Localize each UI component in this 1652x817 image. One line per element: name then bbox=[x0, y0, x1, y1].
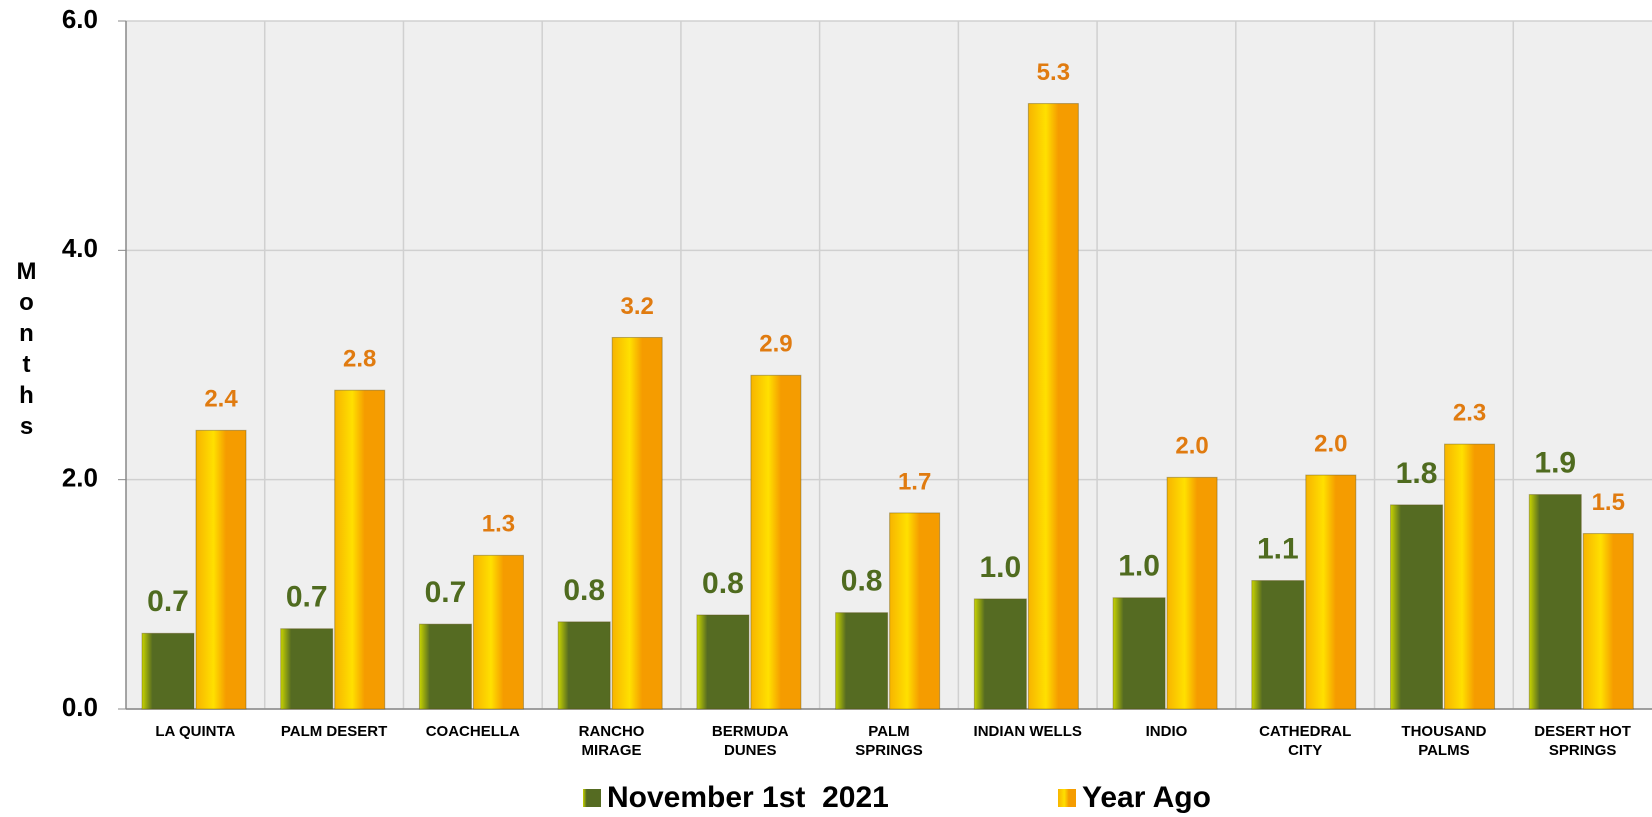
value-label: 0.7 bbox=[425, 576, 467, 609]
legend-label: Year Ago bbox=[1082, 781, 1211, 814]
value-label: 0.8 bbox=[563, 574, 605, 607]
x-tick-label: THOUSAND PALMS bbox=[1401, 723, 1487, 759]
value-label: 0.8 bbox=[702, 567, 744, 600]
legend-swatch bbox=[1058, 789, 1076, 807]
bar bbox=[611, 336, 663, 710]
bar bbox=[280, 628, 334, 710]
x-tick-label: RANCHO MIRAGE bbox=[578, 723, 645, 759]
value-label: 0.7 bbox=[147, 585, 189, 618]
y-axis-label: Months bbox=[13, 258, 40, 444]
x-tick-label: DESERT HOT SPRINGS bbox=[1534, 723, 1631, 759]
bar bbox=[1390, 504, 1444, 710]
y-tick-label: 4.0 bbox=[62, 233, 98, 263]
x-tick-label: PALM SPRINGS bbox=[855, 723, 923, 759]
bar bbox=[418, 623, 472, 710]
y-tick-label: 2.0 bbox=[62, 463, 98, 493]
x-tick-label: BERMUDA DUNES bbox=[711, 723, 789, 759]
bar bbox=[1528, 494, 1582, 710]
value-label: 2.3 bbox=[1453, 399, 1486, 426]
value-label: 1.1 bbox=[1257, 532, 1299, 565]
bar bbox=[557, 621, 611, 710]
bar bbox=[973, 598, 1027, 710]
value-label: 2.0 bbox=[1175, 433, 1208, 460]
bar bbox=[1582, 533, 1634, 710]
x-tick-label: LA QUINTA bbox=[155, 723, 236, 740]
x-tick-label: CATHEDRAL CITY bbox=[1259, 723, 1352, 759]
bar bbox=[334, 389, 386, 710]
bar bbox=[1166, 476, 1218, 710]
x-tick-label: COACHELLA bbox=[425, 723, 520, 740]
value-label: 1.8 bbox=[1396, 457, 1438, 490]
bar bbox=[1112, 597, 1166, 710]
value-label: 1.0 bbox=[980, 551, 1022, 584]
x-tick-label: PALM DESERT bbox=[280, 723, 388, 740]
legend-label: November 1st 2021 bbox=[607, 781, 889, 814]
legend-swatch bbox=[583, 789, 601, 807]
bar bbox=[1027, 103, 1079, 710]
value-label: 1.7 bbox=[898, 468, 931, 495]
value-label: 1.5 bbox=[1592, 489, 1625, 516]
value-label: 5.3 bbox=[1037, 59, 1070, 86]
bar bbox=[750, 374, 802, 710]
bar bbox=[472, 554, 524, 710]
value-label: 0.7 bbox=[286, 581, 328, 614]
x-tick-label: INDIO bbox=[1145, 723, 1188, 740]
y-tick-label: 6.0 bbox=[62, 4, 98, 34]
x-tick-label: INDIAN WELLS bbox=[973, 723, 1082, 740]
y-tick-label: 0.0 bbox=[62, 692, 98, 722]
value-label: 2.4 bbox=[204, 386, 238, 413]
bar bbox=[195, 429, 247, 710]
bar bbox=[889, 512, 941, 710]
bar bbox=[141, 632, 195, 710]
value-label: 2.0 bbox=[1314, 430, 1347, 457]
value-label: 1.0 bbox=[1118, 550, 1160, 583]
bar bbox=[835, 612, 889, 710]
value-label: 3.2 bbox=[620, 293, 653, 320]
value-label: 0.8 bbox=[841, 565, 883, 598]
bar bbox=[696, 614, 750, 710]
bar bbox=[1251, 580, 1305, 710]
value-label: 2.9 bbox=[759, 331, 792, 358]
value-label: 1.3 bbox=[482, 511, 515, 538]
value-label: 1.9 bbox=[1534, 446, 1576, 479]
bar bbox=[1305, 474, 1357, 710]
value-label: 2.8 bbox=[343, 346, 376, 373]
bar bbox=[1444, 443, 1496, 710]
